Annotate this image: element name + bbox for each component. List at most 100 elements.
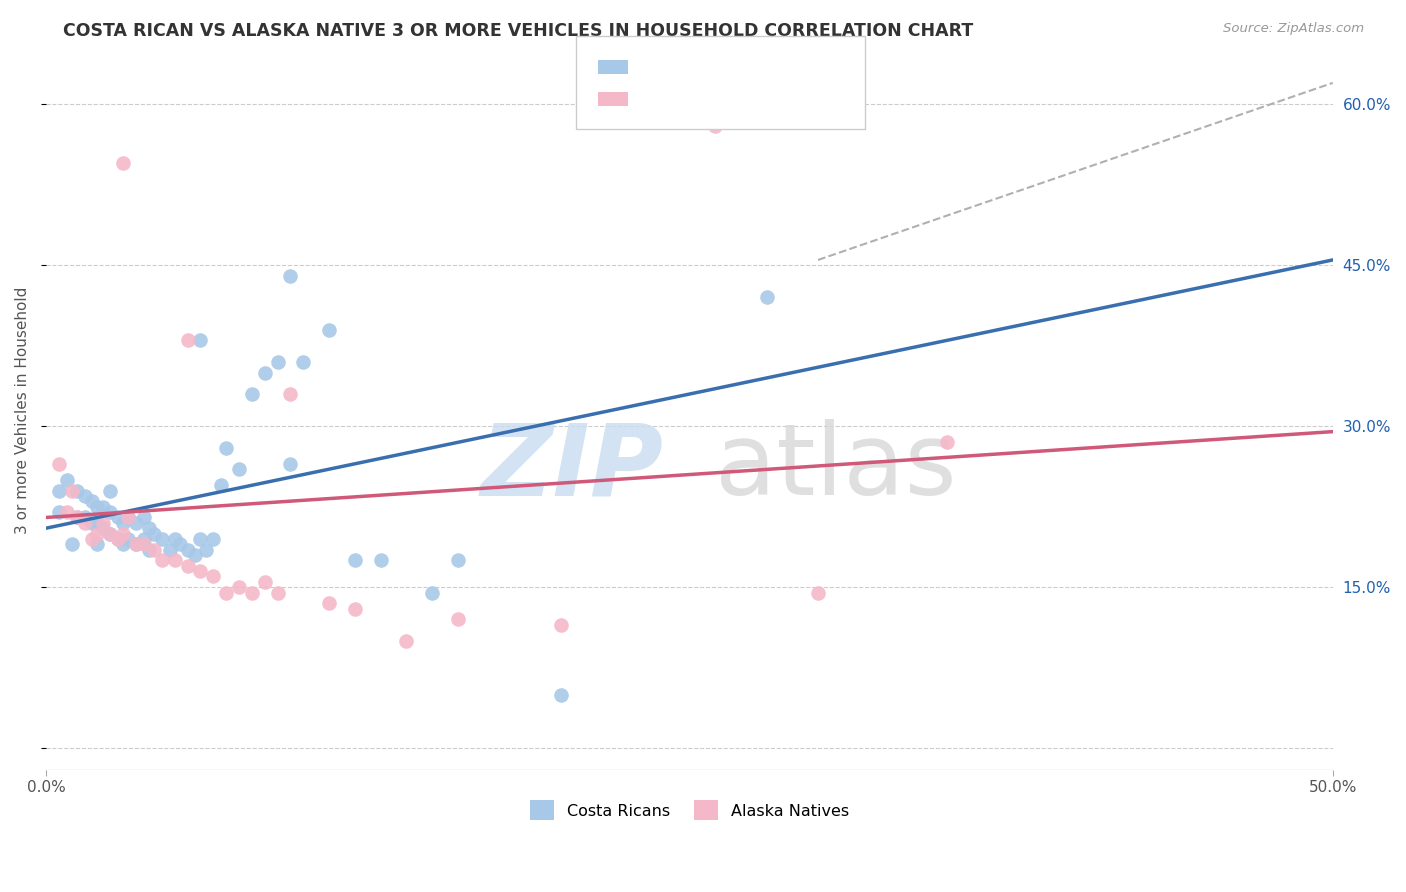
Point xyxy=(112,526,135,541)
Point xyxy=(143,526,166,541)
Point xyxy=(280,457,302,471)
Point xyxy=(292,355,315,369)
Point xyxy=(112,516,135,530)
Point xyxy=(209,478,232,492)
Point xyxy=(55,473,77,487)
Point xyxy=(215,441,238,455)
Point xyxy=(190,564,212,578)
Point xyxy=(66,510,89,524)
Point xyxy=(117,510,139,524)
Text: COSTA RICAN VS ALASKA NATIVE 3 OR MORE VEHICLES IN HOUSEHOLD CORRELATION CHART: COSTA RICAN VS ALASKA NATIVE 3 OR MORE V… xyxy=(63,22,973,40)
Point xyxy=(48,483,70,498)
Point xyxy=(98,505,121,519)
Point xyxy=(91,516,114,530)
Point xyxy=(159,542,181,557)
Text: N = 57: N = 57 xyxy=(752,60,814,78)
Point xyxy=(420,585,443,599)
Y-axis label: 3 or more Vehicles in Household: 3 or more Vehicles in Household xyxy=(15,286,30,533)
Point xyxy=(318,323,340,337)
Point xyxy=(55,505,77,519)
Point xyxy=(176,558,198,573)
Point xyxy=(280,387,302,401)
Point xyxy=(107,510,129,524)
Point xyxy=(176,542,198,557)
Text: ZIP: ZIP xyxy=(481,419,664,516)
Point xyxy=(48,505,70,519)
Point xyxy=(98,526,121,541)
Point xyxy=(73,516,96,530)
Point xyxy=(132,510,155,524)
Point xyxy=(202,569,225,583)
Point xyxy=(138,542,160,557)
Point xyxy=(266,585,288,599)
Text: R = 0.376: R = 0.376 xyxy=(640,60,731,78)
Point xyxy=(240,585,263,599)
Point xyxy=(163,553,186,567)
Point xyxy=(60,483,83,498)
Text: N = 36: N = 36 xyxy=(752,92,814,110)
Point xyxy=(253,366,276,380)
Point xyxy=(253,574,276,589)
Point xyxy=(755,291,778,305)
Point xyxy=(150,532,173,546)
Point xyxy=(150,553,173,567)
Text: R = 0.125: R = 0.125 xyxy=(640,92,730,110)
Point xyxy=(107,532,129,546)
Point xyxy=(138,521,160,535)
Point xyxy=(176,334,198,348)
Point xyxy=(447,612,470,626)
Point xyxy=(82,532,104,546)
Point xyxy=(184,548,207,562)
Point xyxy=(91,500,114,514)
Point xyxy=(132,532,155,546)
Point xyxy=(215,585,238,599)
Point xyxy=(163,532,186,546)
Point xyxy=(82,516,104,530)
Point xyxy=(86,537,108,551)
Point xyxy=(86,500,108,514)
Point xyxy=(266,355,288,369)
Point xyxy=(228,580,250,594)
Point xyxy=(73,510,96,524)
Point xyxy=(86,516,108,530)
Point xyxy=(704,119,727,133)
Point xyxy=(169,537,191,551)
Point xyxy=(132,537,155,551)
Point xyxy=(190,532,212,546)
Point xyxy=(228,462,250,476)
Point xyxy=(60,537,83,551)
Point xyxy=(395,633,418,648)
Point xyxy=(194,542,217,557)
Point xyxy=(125,537,148,551)
Point xyxy=(117,510,139,524)
Point xyxy=(125,537,148,551)
Point xyxy=(807,585,830,599)
Point xyxy=(318,596,340,610)
Point xyxy=(143,542,166,557)
Point xyxy=(550,688,572,702)
Point xyxy=(117,532,139,546)
Point xyxy=(112,156,135,170)
Point xyxy=(190,334,212,348)
Legend: Costa Ricans, Alaska Natives: Costa Ricans, Alaska Natives xyxy=(523,794,855,826)
Point xyxy=(73,489,96,503)
Point xyxy=(447,553,470,567)
Point xyxy=(66,483,89,498)
Point xyxy=(98,526,121,541)
Point xyxy=(112,537,135,551)
Point xyxy=(125,516,148,530)
Text: atlas: atlas xyxy=(716,419,956,516)
Point xyxy=(66,510,89,524)
Point xyxy=(550,617,572,632)
Point xyxy=(370,553,392,567)
Point xyxy=(82,494,104,508)
Point xyxy=(98,483,121,498)
Point xyxy=(48,457,70,471)
Point xyxy=(280,268,302,283)
Point xyxy=(343,601,366,615)
Point xyxy=(91,521,114,535)
Point xyxy=(107,532,129,546)
Point xyxy=(240,387,263,401)
Point xyxy=(935,435,957,450)
Point xyxy=(343,553,366,567)
